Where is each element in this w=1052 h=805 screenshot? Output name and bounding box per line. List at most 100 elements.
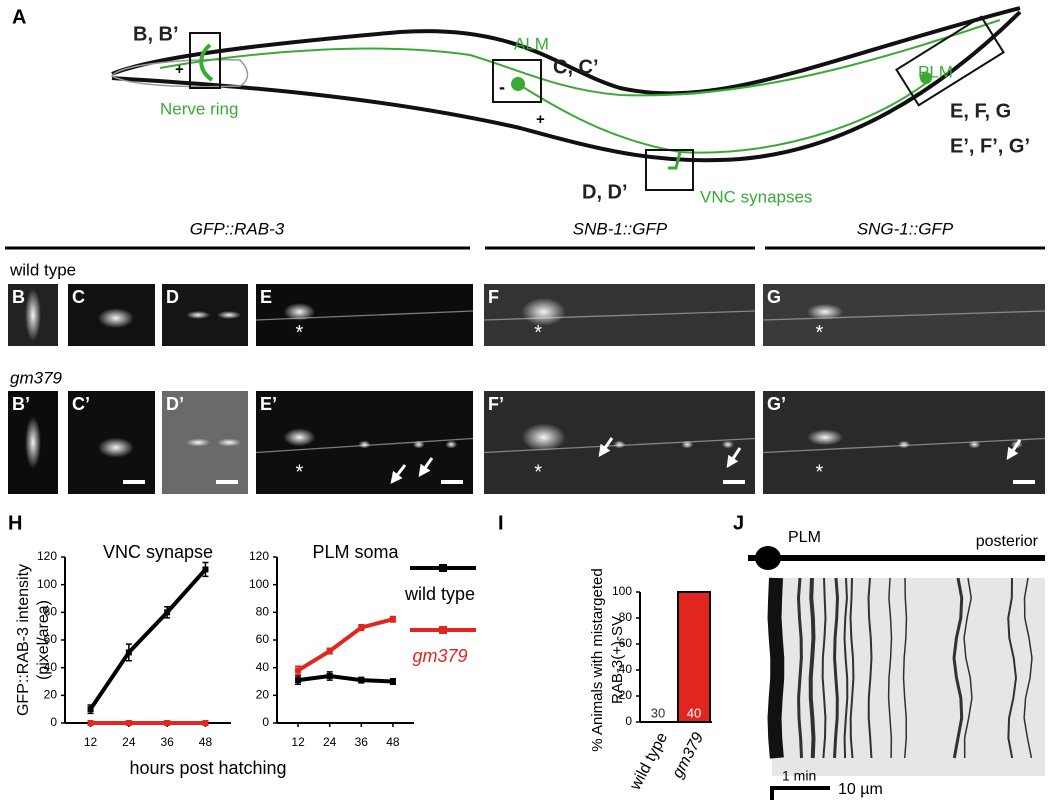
data-point — [87, 706, 94, 713]
trace — [796, 577, 803, 759]
bar — [677, 591, 711, 723]
trace — [1023, 577, 1033, 759]
panel-label: B — [12, 287, 25, 307]
soma-marker: * — [816, 322, 824, 344]
x-tick-label: 12 — [84, 735, 98, 749]
panel-label: D — [166, 287, 179, 307]
fluorescent-spot — [807, 303, 844, 320]
trace — [867, 577, 873, 759]
fluorescent-spot — [97, 437, 134, 458]
x-tick-label: 36 — [355, 735, 369, 749]
data-point — [87, 720, 94, 726]
y-tick-label: 20 — [619, 688, 633, 702]
y-tick-label: 60 — [256, 632, 270, 646]
y-axis-label: RAB-3(+)-SV — [609, 616, 626, 704]
panel-label: F — [488, 287, 499, 307]
fluorescent-spot — [968, 440, 981, 449]
fluorescent-spot — [445, 440, 458, 449]
kymograph — [772, 578, 1045, 776]
data-point — [358, 624, 365, 631]
data-point — [125, 649, 132, 656]
panel-label: E — [260, 287, 272, 307]
panel-label: D’ — [166, 394, 184, 414]
neuron-label: PLM — [918, 62, 953, 81]
region-label: E, F, G — [950, 100, 1011, 122]
y-tick-label: 100 — [37, 577, 57, 591]
soma-marker: * — [534, 322, 542, 344]
data-line — [297, 673, 394, 684]
y-tick-label: 80 — [256, 605, 270, 619]
trace — [808, 577, 816, 759]
data-point — [202, 720, 209, 726]
panel-label: G — [767, 287, 781, 307]
y-axis-label: (pixel/area) — [35, 600, 52, 680]
scale-label: 10 µm — [838, 781, 883, 798]
data-line — [297, 617, 394, 673]
x-tick-label: 36 — [160, 735, 174, 749]
y-tick-label: 80 — [619, 610, 633, 624]
soma-marker: * — [534, 462, 542, 484]
fluorescent-spot — [217, 438, 242, 447]
row-label: wild type — [9, 260, 76, 279]
worm-diagram — [110, 6, 1022, 191]
micrographs: B C D E * F * G * B’ C’ D’ E’ * F’ * G’ * — [8, 284, 1046, 494]
data-point — [125, 720, 132, 726]
panel-label: C’ — [72, 394, 90, 414]
soma-marker: * — [816, 462, 824, 484]
y-axis-label: GFP::RAB-3 intensity — [15, 564, 32, 716]
trace — [849, 577, 855, 759]
legend-swatch — [439, 626, 447, 634]
y-tick-label: 60 — [44, 632, 58, 646]
x-tick-label: 48 — [199, 735, 213, 749]
fluorescent-spot — [807, 429, 844, 446]
panel-label: G’ — [767, 394, 786, 414]
trace — [843, 577, 849, 759]
arrow — [726, 447, 742, 468]
y-tick-label: 60 — [619, 636, 633, 650]
region-label: D, D’ — [582, 181, 628, 203]
data-point — [358, 677, 365, 684]
bar-annotation: 30 — [651, 705, 665, 720]
soma-label: PLM — [788, 529, 821, 546]
data-point — [389, 616, 396, 623]
fluorescent-spot — [721, 440, 734, 449]
y-tick-label: 40 — [619, 662, 633, 676]
column-header: SNB-1::GFP — [573, 219, 668, 238]
trace — [833, 577, 839, 759]
arrow — [418, 457, 434, 477]
data-point — [295, 677, 302, 684]
fluorescent-spot — [283, 428, 316, 447]
data-point — [326, 672, 333, 679]
trace — [963, 577, 973, 759]
x-tick-label: wild type — [627, 730, 672, 794]
trace — [821, 577, 827, 759]
kymograph-traces — [767, 577, 1033, 759]
fluorescent-spot — [521, 297, 566, 326]
structure-label: Nerve ring — [160, 99, 238, 118]
fluorescent-spot — [186, 438, 211, 447]
y-tick-label: 100 — [249, 577, 269, 591]
y-tick-label: 0 — [625, 714, 632, 728]
fluorescent-spot — [898, 440, 910, 449]
data-point — [202, 566, 209, 573]
y-tick-label: 100 — [612, 584, 632, 598]
panel-label: F’ — [488, 394, 504, 414]
polarity-sign: + — [536, 111, 545, 128]
fluorescent-spot — [358, 440, 371, 449]
soma-marker: * — [296, 322, 304, 344]
arrow — [390, 464, 407, 484]
chart-title: PLM soma — [312, 542, 399, 562]
column-header: SNG-1::GFP — [857, 219, 954, 238]
y-tick-label: 80 — [44, 605, 58, 619]
fluorescent-spot — [521, 423, 566, 452]
y-tick-label: 120 — [249, 549, 269, 563]
scale-label: 1 min — [782, 768, 816, 784]
y-tick-label: 20 — [256, 688, 270, 702]
panel-label: J — [733, 512, 744, 534]
fluorescent-spot — [97, 308, 134, 329]
y-tick-label: 20 — [44, 688, 58, 702]
chart-title: VNC synapse — [103, 542, 213, 562]
x-tick-label: 12 — [291, 735, 305, 749]
fluorescent-spot — [283, 302, 316, 321]
